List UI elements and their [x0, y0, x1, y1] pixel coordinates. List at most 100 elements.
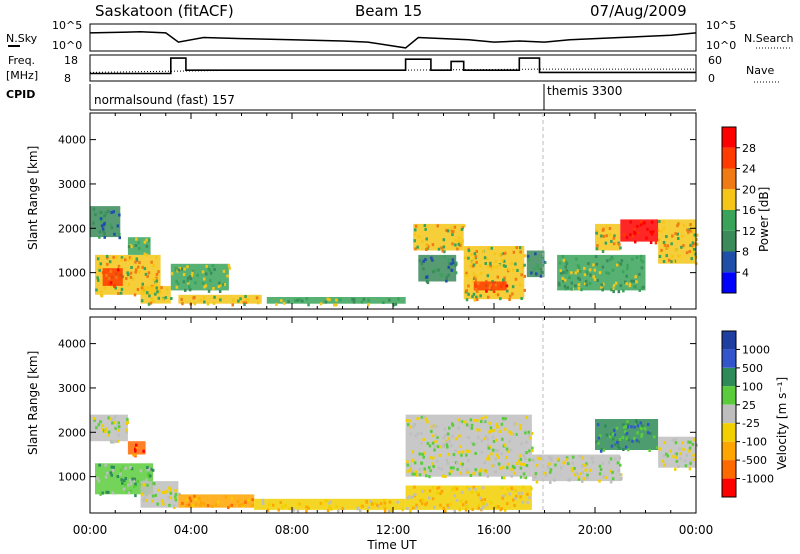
scatter-cell	[454, 486, 457, 490]
scatter-cell	[583, 273, 587, 277]
scatter-cell	[409, 509, 412, 513]
scatter-cell	[472, 292, 476, 296]
scatter-cell	[566, 286, 570, 290]
scatter-cell	[519, 250, 522, 254]
scatter-cell	[207, 267, 210, 271]
scatter-cell	[609, 469, 612, 473]
scatter-cell	[501, 259, 504, 262]
scatter-cell	[461, 464, 464, 468]
scatter-cell	[585, 283, 588, 287]
scatter-cell	[544, 261, 547, 264]
scatter-cell	[129, 244, 132, 248]
scatter-cell	[212, 287, 215, 290]
scatter-cell	[654, 241, 658, 245]
ytick-label: 4000	[58, 134, 86, 147]
scatter-cell	[425, 244, 428, 248]
scatter-cell	[468, 450, 471, 453]
scatter-cell	[96, 276, 99, 280]
scatter-cell	[416, 417, 419, 421]
scatter-cell	[151, 297, 154, 301]
scatter-cell	[447, 437, 450, 441]
scatter-cell	[180, 267, 183, 271]
scatter-cell	[191, 271, 194, 275]
scatter-cell	[222, 269, 226, 273]
scatter-cell	[677, 222, 680, 226]
scatter-cell	[452, 488, 455, 492]
scatter-cell	[658, 220, 661, 223]
scatter-cell	[134, 244, 138, 247]
colorbar-segment	[722, 404, 736, 424]
scatter-cell	[107, 430, 111, 434]
scatter-cell	[588, 468, 592, 472]
scatter-cell	[674, 441, 678, 445]
scatter-cell	[117, 425, 121, 429]
scatter-cell	[475, 260, 478, 264]
scatter-cell	[630, 425, 633, 429]
scatter-cell	[243, 303, 246, 306]
scatter-cell	[396, 500, 399, 504]
scatter-cell	[483, 256, 487, 260]
scatter-cell	[448, 262, 451, 266]
scatter-cell	[496, 456, 500, 459]
scatter-cell	[94, 213, 97, 217]
scatter-cell	[504, 427, 507, 431]
scatter-cell	[636, 224, 639, 228]
scatter-cell	[412, 425, 415, 429]
scatter-cell	[502, 264, 506, 268]
scatter-cell	[665, 452, 668, 456]
scatter-cell	[101, 491, 104, 495]
scatter-cell	[610, 288, 613, 292]
scatter-cell	[451, 242, 454, 246]
scatter-cell	[155, 272, 159, 276]
scatter-cell	[483, 498, 486, 501]
scatter-cell	[505, 284, 509, 288]
scatter-cell	[635, 419, 638, 423]
scatter-cell	[460, 491, 464, 494]
scatter-cell	[428, 489, 432, 493]
scatter-cell	[666, 454, 669, 458]
scatter-cell	[107, 433, 110, 437]
scatter-cell	[93, 418, 96, 422]
scatter-cell	[440, 273, 444, 277]
scatter-cell	[487, 295, 490, 299]
scatter-cell	[440, 467, 444, 471]
colorbar-segment	[722, 189, 736, 211]
scatter-cell	[143, 267, 147, 271]
scatter-cell	[530, 271, 533, 275]
scatter-cell	[146, 274, 149, 278]
scatter-region	[140, 481, 179, 508]
scatter-cell	[489, 262, 492, 266]
scatter-cell	[624, 445, 628, 449]
scatter-cell	[227, 506, 230, 510]
scatter-cell	[640, 258, 643, 262]
scatter-cell	[487, 265, 490, 269]
scatter-cell	[548, 462, 551, 466]
scatter-cell	[593, 268, 597, 272]
scatter-cell	[641, 424, 644, 428]
scatter-cell	[424, 258, 427, 262]
scatter-cell	[674, 452, 677, 456]
scatter-cell	[392, 303, 395, 307]
scatter-cell	[114, 415, 117, 419]
scatter-cell	[244, 295, 247, 298]
scatter-cell	[568, 478, 571, 482]
scatter-cell	[506, 462, 510, 466]
scatter-cell	[118, 213, 121, 217]
scatter-cell	[153, 482, 156, 486]
scatter-cell	[175, 285, 179, 289]
scatter-cell	[482, 419, 485, 423]
scatter-cell	[457, 450, 461, 454]
scatter-cell	[294, 299, 297, 303]
scatter-cell	[185, 504, 188, 508]
scatter-cell	[681, 441, 684, 445]
scatter-cell	[489, 283, 492, 287]
scatter-cell	[241, 503, 244, 506]
scatter-cell	[586, 473, 589, 477]
scatter-cell	[475, 290, 479, 293]
scatter-cell	[635, 256, 639, 259]
scatter-cell	[602, 474, 605, 478]
scatter-cell	[689, 229, 693, 233]
scatter-cell	[539, 274, 543, 278]
xtick-label: 00:00	[679, 523, 714, 537]
scatter-cell	[639, 254, 643, 258]
